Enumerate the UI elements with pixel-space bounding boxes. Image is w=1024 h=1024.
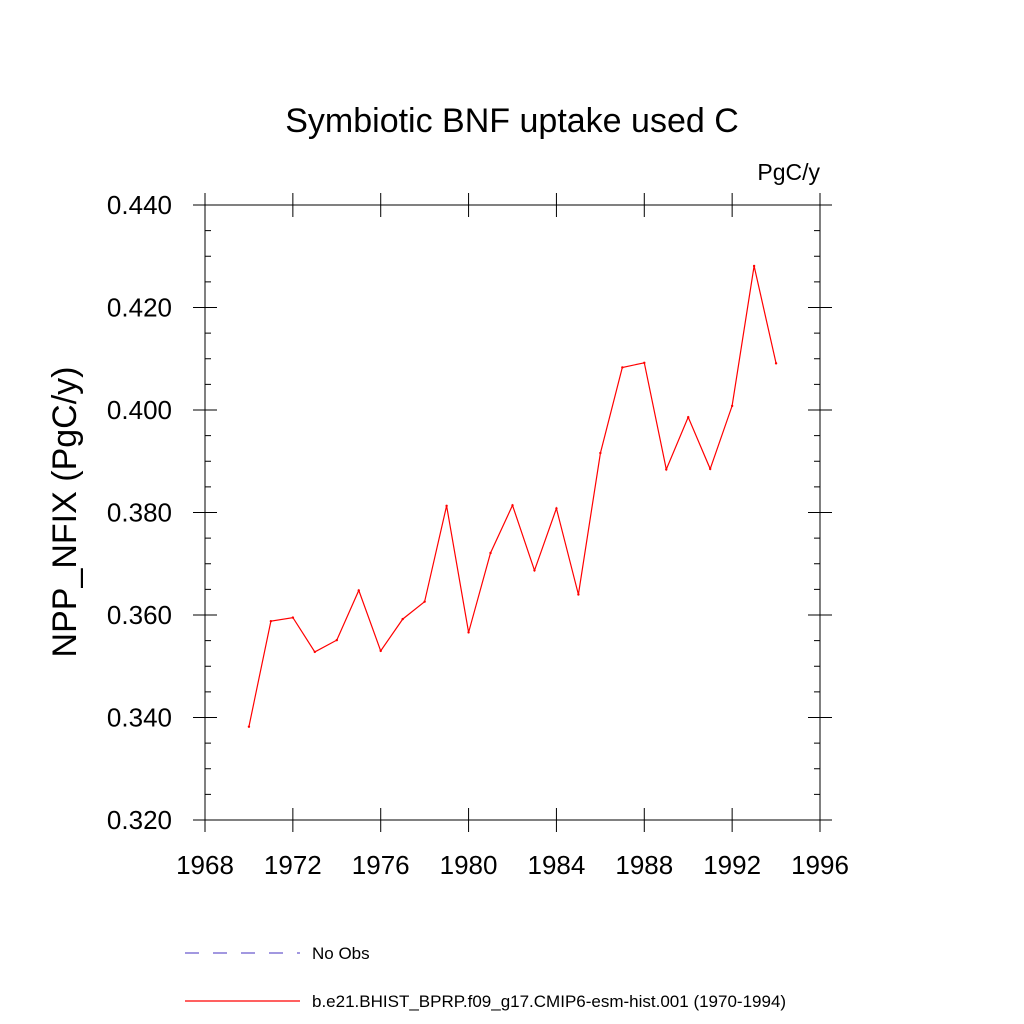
x-tick-label: 1976 [352,850,410,880]
data-point [445,504,448,508]
axis-ticks: 1968 1972 1976 1980 1984 1988 1992 1996 0.320 0.3… [107,190,849,880]
data-point [379,649,382,653]
data-point [467,631,470,634]
x-tick-label: 1996 [791,850,849,880]
data-point [335,638,338,642]
y-tick-label: 0.380 [107,498,172,528]
data-point [752,264,756,268]
x-tick-label: 1984 [528,850,586,880]
y-tick-label: 0.360 [107,600,172,630]
y-tick-label: 0.420 [107,293,172,323]
data-point [730,404,734,408]
x-tick-label: 1972 [264,850,322,880]
chart-title: Symbiotic BNF uptake used C [285,102,739,140]
data-point [423,600,426,603]
data-point [708,467,712,471]
x-tick-label: 1992 [703,850,761,880]
data-point [489,551,492,555]
data-point [401,617,404,621]
plot-frame [204,204,821,821]
data-point [533,569,536,572]
data-point [643,361,646,365]
y-tick-label: 0.440 [107,190,172,220]
data-point [577,593,580,596]
data-point [291,616,295,619]
data-point [555,507,558,510]
units-label: PgC/y [757,159,820,185]
data-point [599,451,602,455]
legend-label: No Obs [312,944,370,963]
data-point [357,589,360,592]
data-point [313,650,317,654]
y-tick-label: 0.340 [107,703,172,733]
data-point [621,366,624,369]
data-point [687,415,690,419]
x-tick-label: 1968 [176,850,234,880]
series-line [248,265,777,727]
y-axis-label: NPP_NFIX (PgC/y) [46,367,84,658]
data-point [511,504,514,507]
data-point [665,468,668,471]
series-group [247,264,778,728]
legend-label: b.e21.BHIST_BPRP.f09_g17.CMIP6-esm-hist.… [312,992,786,1011]
y-tick-label: 0.320 [107,805,172,835]
x-tick-label: 1988 [615,850,673,880]
x-tick-label: 1980 [440,850,498,880]
legend: No Obs b.e21.BHIST_BPRP.f09_g17.CMIP6-esm… [185,944,786,1011]
y-tick-label: 0.400 [107,395,172,425]
data-point [269,619,273,623]
data-point [247,725,251,728]
data-point [774,362,778,365]
